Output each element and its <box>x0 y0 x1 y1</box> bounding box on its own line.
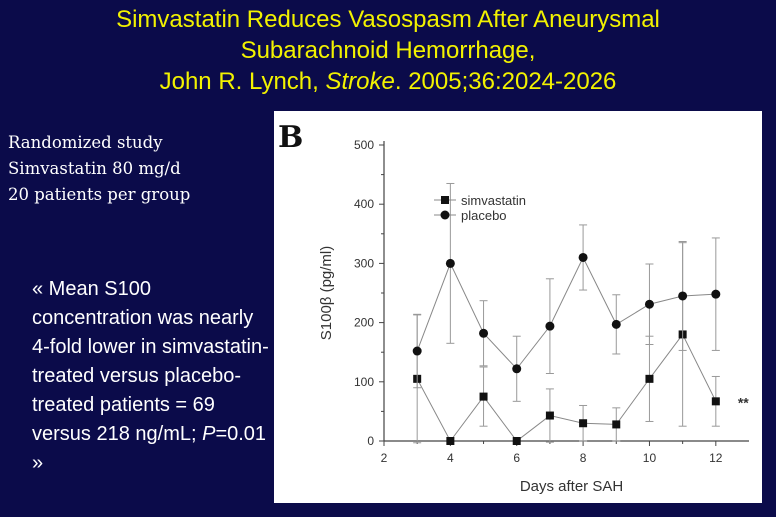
y-tick-label: 400 <box>354 197 374 211</box>
data-point-simvastatin <box>579 419 588 428</box>
x-tick-label: 12 <box>709 451 723 465</box>
y-tick-label: 300 <box>354 256 374 270</box>
title-line-1: Simvastatin Reduces Vasospasm After Aneu… <box>116 6 660 33</box>
data-point-placebo <box>611 319 621 329</box>
data-point-simvastatin <box>545 411 554 420</box>
data-point-simvastatin <box>711 397 720 406</box>
s100-chart: B 0 100 200 300 400 500 2 4 6 8 10 12 S100β (pg/ml)… <box>278 120 749 495</box>
data-point-placebo <box>678 291 688 301</box>
legend-marker <box>441 196 449 204</box>
legend-label: placebo <box>461 208 507 223</box>
panel-label: B <box>278 120 303 155</box>
legend-marker <box>440 210 450 220</box>
data-point-placebo <box>479 328 489 338</box>
y-tick-label: 500 <box>354 138 374 152</box>
data-point-simvastatin <box>512 437 521 445</box>
study-line: Simvastatin 80 mg/d <box>8 159 181 178</box>
study-info: Randomized study Simvastatin 80 mg/d 20 … <box>8 130 190 208</box>
data-point-placebo <box>412 346 422 356</box>
y-tick-label: 100 <box>354 375 374 389</box>
legend-label: simvastatin <box>461 193 526 208</box>
quote-end: =0.01 » <box>32 423 267 474</box>
data-point-placebo <box>545 321 555 331</box>
study-line: Randomized study <box>8 133 163 152</box>
quote-text: « Mean S100 concentration was nearly 4-f… <box>32 278 269 445</box>
title-author: John R. Lynch, <box>159 68 326 95</box>
series-line-simvastatin <box>416 333 717 442</box>
significance-annotation: ** <box>738 394 749 410</box>
x-tick-label: 4 <box>447 451 454 465</box>
chart-panel: B 0 100 200 300 400 500 2 4 6 8 10 12 S100β (pg/ml)… <box>274 111 762 503</box>
x-tick-label: 10 <box>643 451 657 465</box>
data-point-placebo <box>644 299 654 309</box>
data-point-placebo <box>711 289 721 299</box>
y-axis-label: S100β (pg/ml) <box>318 246 335 341</box>
data-point-simvastatin <box>446 437 455 445</box>
x-axis-label: Days after SAH <box>520 478 623 495</box>
title-journal: Stroke <box>325 68 395 95</box>
data-point-placebo <box>445 258 455 268</box>
study-line: 20 patients per group <box>8 185 191 204</box>
title-citation: . 2005;36:2024-2026 <box>394 68 617 95</box>
y-tick-label: 200 <box>354 316 374 330</box>
x-tick-label: 8 <box>580 451 587 465</box>
title-line-2: Subarachnoid Hemorrhage, <box>240 37 536 64</box>
data-point-simvastatin <box>479 392 488 401</box>
x-tick-label: 2 <box>381 451 388 465</box>
title-line-3: John R. Lynch, Stroke. 2005;36:2024-2026 <box>0 66 776 97</box>
data-point-simvastatin <box>645 374 654 383</box>
data-point-placebo <box>512 364 522 374</box>
y-tick-label: 0 <box>367 434 374 448</box>
data-point-simvastatin <box>612 420 621 429</box>
data-point-placebo <box>578 252 588 262</box>
slide-title: Simvastatin Reduces Vasospasm After Aneu… <box>0 4 776 97</box>
x-tick-label: 6 <box>513 451 520 465</box>
quote-p: P <box>202 423 216 445</box>
series-line-placebo <box>416 256 716 370</box>
result-quote: « Mean S100 concentration was nearly 4-f… <box>32 275 272 478</box>
